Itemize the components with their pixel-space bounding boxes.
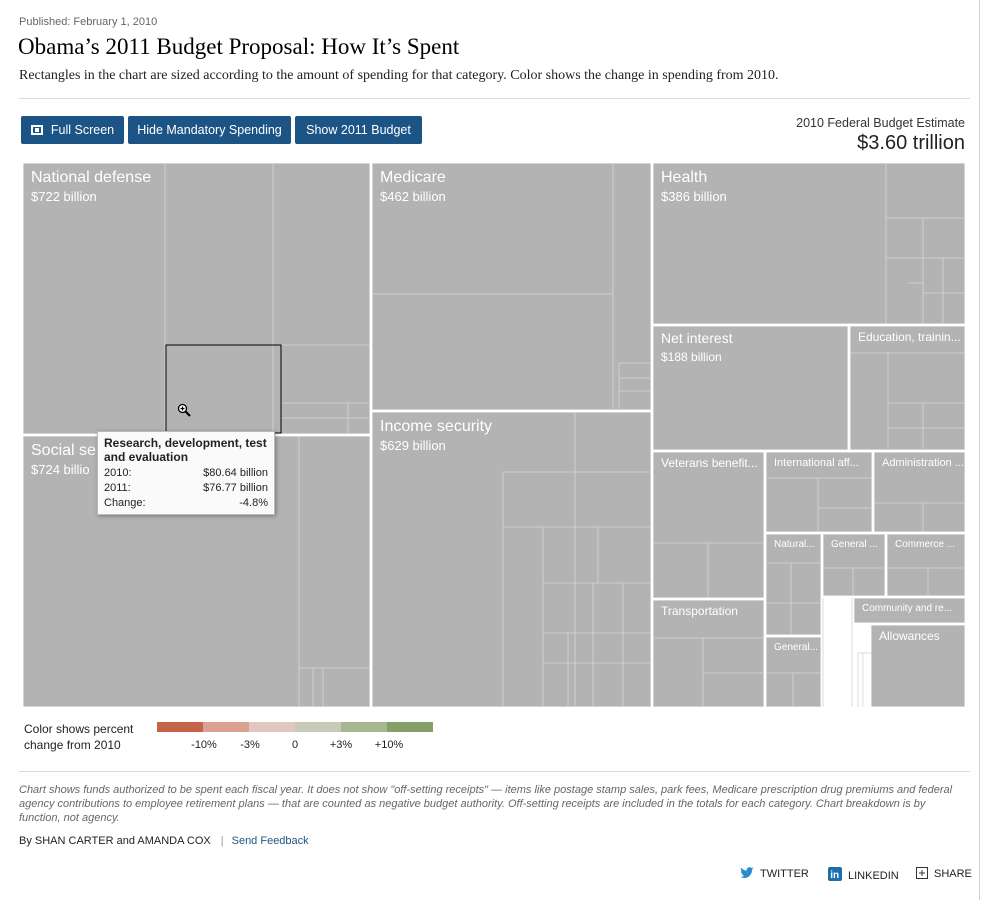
byline-authors: By SHAN CARTER and AMANDA COX bbox=[19, 835, 211, 847]
category-tile[interactable] bbox=[765, 451, 873, 533]
category-tile[interactable] bbox=[873, 451, 966, 533]
category-label: Commerce ... bbox=[895, 539, 955, 550]
hide-mandatory-spending-button[interactable]: Hide Mandatory Spending bbox=[128, 116, 291, 144]
category-label: Medicare bbox=[380, 169, 446, 186]
legend-swatch bbox=[203, 722, 249, 732]
category-tile[interactable] bbox=[652, 325, 849, 451]
category-tile[interactable] bbox=[652, 599, 765, 708]
twitter-icon bbox=[740, 867, 754, 879]
tooltip-label: Change: bbox=[104, 497, 146, 509]
category-label: Natural... bbox=[774, 539, 815, 550]
legend-color-scale bbox=[157, 722, 433, 732]
send-feedback-link[interactable]: Send Feedback bbox=[231, 835, 309, 847]
legend-caption-line2: change from 2010 bbox=[24, 738, 121, 752]
share-plus-icon bbox=[916, 867, 928, 879]
byline-separator: | bbox=[220, 835, 224, 847]
category-label: Veterans benefit... bbox=[661, 456, 758, 470]
category-tile[interactable] bbox=[765, 636, 822, 708]
category-label: General ... bbox=[831, 539, 878, 550]
category-label: Allowances bbox=[879, 629, 940, 643]
category-value-label: $462 billion bbox=[380, 189, 446, 204]
tooltip-row-2011: 2011: $76.77 billion bbox=[104, 481, 268, 496]
share-button[interactable]: SHARE bbox=[916, 867, 972, 880]
category-tile[interactable] bbox=[886, 533, 966, 597]
category-label: Transportation bbox=[661, 604, 738, 618]
category-value-label: $724 billio bbox=[31, 462, 90, 477]
fullscreen-icon bbox=[30, 125, 43, 135]
legend-tick-label: 0 bbox=[291, 739, 299, 751]
linkedin-share-button[interactable]: in LINKEDIN bbox=[828, 867, 899, 882]
category-tile[interactable] bbox=[765, 533, 822, 636]
tooltip-label: 2010: bbox=[104, 467, 132, 479]
tooltip-row-2010: 2010: $80.64 billion bbox=[104, 466, 268, 481]
header-divider bbox=[19, 98, 970, 99]
category-label: Social se bbox=[31, 442, 96, 459]
tooltip-title: Research, development, test and evaluati… bbox=[104, 436, 267, 464]
category-tile[interactable] bbox=[822, 533, 886, 597]
tooltip-value: $76.77 billion bbox=[203, 482, 268, 494]
footer-divider bbox=[19, 771, 970, 772]
legend-caption: Color shows percent change from 2010 bbox=[24, 721, 133, 753]
category-tile[interactable] bbox=[652, 451, 765, 599]
svg-text:in: in bbox=[830, 870, 839, 881]
legend-swatch bbox=[249, 722, 295, 732]
full-screen-button[interactable]: Full Screen bbox=[21, 116, 124, 144]
category-label: International aff... bbox=[774, 457, 859, 469]
linkedin-label: LINKEDIN bbox=[848, 870, 899, 882]
tooltip-row-change: Change: -4.8% bbox=[104, 496, 268, 511]
legend-tick-label: -10% bbox=[191, 739, 217, 751]
tooltip-value: $80.64 billion bbox=[203, 467, 268, 479]
share-label: SHARE bbox=[934, 868, 972, 880]
show-2011-budget-button[interactable]: Show 2011 Budget bbox=[295, 116, 422, 144]
category-value-label: $629 billion bbox=[380, 438, 446, 453]
category-label: Community and re... bbox=[862, 603, 952, 614]
tooltip-label: 2011: bbox=[104, 482, 131, 494]
twitter-share-button[interactable]: TWITTER bbox=[740, 867, 809, 880]
legend-tick-label: +3% bbox=[329, 739, 353, 751]
chart-note: Chart shows funds authorized to be spent… bbox=[19, 784, 953, 824]
category-tile[interactable] bbox=[849, 325, 966, 451]
budget-estimate-label: 2010 Federal Budget Estimate bbox=[796, 116, 965, 130]
page-frame bbox=[979, 0, 980, 900]
legend-caption-line1: Color shows percent bbox=[24, 722, 134, 736]
byline: By SHAN CARTER and AMANDA COX | Send Feedb… bbox=[19, 835, 309, 847]
category-label: Education, trainin... bbox=[858, 330, 961, 344]
category-tile[interactable] bbox=[371, 411, 652, 708]
legend-swatch bbox=[157, 722, 203, 732]
legend-swatch bbox=[387, 722, 433, 732]
tooltip-value: -4.8% bbox=[239, 497, 268, 509]
category-tile[interactable] bbox=[652, 163, 966, 325]
page-subtitle: Rectangles in the chart are sized accord… bbox=[19, 68, 779, 83]
linkedin-icon: in bbox=[828, 867, 842, 881]
category-value-label: $722 billion bbox=[31, 189, 97, 204]
category-tile[interactable] bbox=[870, 624, 966, 708]
legend-swatch bbox=[295, 722, 341, 732]
category-label: Administration ... bbox=[882, 457, 964, 469]
full-screen-label: Full Screen bbox=[50, 123, 115, 137]
legend-swatch bbox=[341, 722, 387, 732]
page-title: Obama’s 2011 Budget Proposal: How It’s S… bbox=[18, 34, 460, 59]
category-label: National defense bbox=[31, 169, 151, 186]
tooltip: Research, development, test and evaluati… bbox=[97, 431, 275, 515]
budget-treemap[interactable]: National defense $722 billion Social se $72… bbox=[23, 163, 966, 708]
category-label: Income security bbox=[380, 418, 492, 435]
publish-date: Published: February 1, 2010 bbox=[19, 16, 158, 28]
category-tile[interactable] bbox=[23, 163, 371, 435]
category-label: Health bbox=[661, 169, 707, 186]
category-value-label: $188 billion bbox=[661, 350, 722, 364]
category-label: Net interest bbox=[661, 330, 733, 346]
category-tile[interactable] bbox=[371, 163, 652, 411]
legend-tick-label: -3% bbox=[240, 739, 260, 751]
zoom-cursor-icon bbox=[177, 403, 191, 417]
category-tile[interactable] bbox=[853, 597, 966, 624]
category-value-label: $386 billion bbox=[661, 189, 727, 204]
twitter-label: TWITTER bbox=[760, 868, 809, 880]
category-label: General... bbox=[774, 642, 818, 653]
legend-tick-label: +10% bbox=[374, 739, 404, 751]
budget-estimate-value: $3.60 trillion bbox=[857, 132, 965, 154]
